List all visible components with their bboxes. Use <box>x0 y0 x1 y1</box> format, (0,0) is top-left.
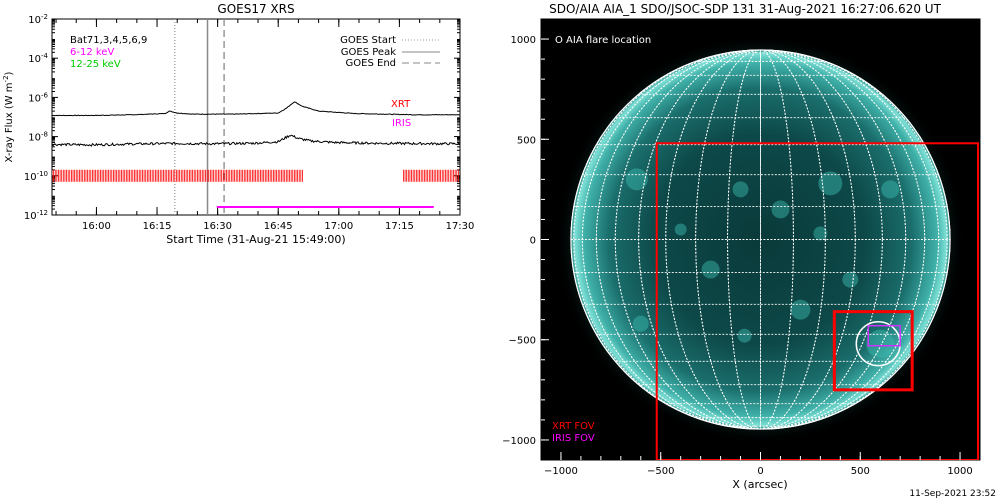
active-regions <box>625 168 900 358</box>
left-chart-title: GOES17 XRS <box>217 2 294 16</box>
legend-goes-start: GOES Start <box>340 35 396 46</box>
y-tick-label: 10-12 <box>24 209 48 222</box>
active-region <box>632 315 649 332</box>
x-tick-label: 17:00 <box>324 221 353 232</box>
left-ylabel: X-ray Flux (W m-2) <box>2 71 15 162</box>
iris-fov-box <box>867 324 901 347</box>
xrt-coverage-bars <box>52 169 459 182</box>
x-tick-label: 17:30 <box>446 221 475 232</box>
active-region <box>701 260 720 279</box>
legend-goes-end: GOES End <box>346 58 396 69</box>
y-tick-label: 10-10 <box>24 170 48 183</box>
goes-lightcurve-panel: GOES17 XRS 10-12 10-10 10-8 10-6 10-4 10-2 16:… <box>2 2 474 246</box>
xrt-fov-legend: XRT FOV <box>552 421 595 432</box>
x-tick-label: 17:15 <box>385 221 414 232</box>
active-region <box>771 200 790 219</box>
active-region <box>866 329 895 358</box>
y-tick-label: 10-4 <box>28 52 48 65</box>
iris-series-label: IRIS <box>392 118 411 129</box>
y-tick-label: 10-8 <box>28 131 48 144</box>
x-tick-label: 16:30 <box>203 221 232 232</box>
y-tick-label: −500 <box>509 336 536 347</box>
x-tick-label: 16:45 <box>264 221 293 232</box>
active-region <box>813 226 828 241</box>
active-region <box>732 181 749 198</box>
active-region <box>674 223 687 236</box>
y-tick-label: 10-6 <box>28 91 48 104</box>
legend-12-25-kev: 12-25 keV <box>70 59 121 70</box>
aia-image-content <box>555 34 980 460</box>
left-xlabel: Start Time (31-Aug-21 15:49:00) <box>166 233 345 246</box>
active-region <box>625 168 648 191</box>
goes-vertical-markers <box>174 19 225 215</box>
limb-outline <box>570 49 951 430</box>
xrt-fov-box <box>655 142 980 460</box>
legend-6-12-kev: 6-12 keV <box>70 47 114 58</box>
goes-series <box>52 101 460 147</box>
left-axis-ticks: 10-12 10-10 10-8 10-6 10-4 10-2 16:00 16:15 16:3… <box>24 13 475 232</box>
y-tick-label: 500 <box>517 135 536 146</box>
heliographic-grid <box>570 49 951 430</box>
series-goes-long-channel <box>52 101 460 117</box>
x-tick-label: 1000 <box>947 466 972 477</box>
right-axis-ticks: −1000 −500 0 500 1000 1000 500 0 −500 −1000 <box>502 35 973 477</box>
active-region <box>818 171 843 196</box>
flare-zoom-box <box>832 310 914 392</box>
legend-instrument-label: Bat71,3,4,5,6,9 <box>70 35 147 46</box>
aia-flare-location-legend: O AIA flare location <box>555 35 651 46</box>
left-plot-frame <box>51 18 461 216</box>
active-region <box>790 299 811 320</box>
active-region <box>842 271 859 288</box>
series-goes-short-channel <box>52 134 460 147</box>
iris-fov-legend: IRIS FOV <box>552 433 595 444</box>
active-region <box>881 180 900 199</box>
y-tick-label: 10-2 <box>28 13 48 26</box>
active-region <box>737 328 752 343</box>
y-tick-label: 1000 <box>511 35 536 46</box>
x-tick-label: −500 <box>647 466 674 477</box>
x-tick-label: 16:00 <box>82 221 111 232</box>
footer-timestamp: 11-Sep-2021 23:52 <box>909 489 996 499</box>
right-xlabel: X (arcsec) <box>732 478 787 491</box>
x-tick-label: 16:15 <box>143 221 172 232</box>
x-tick-label: 0 <box>757 466 763 477</box>
legend-goes-peak: GOES Peak <box>341 47 396 58</box>
y-tick-label: −1000 <box>502 436 536 447</box>
xrt-series-label: XRT <box>391 99 411 110</box>
aia-image-panel: SDO/AIA AIA_1 SDO/JSOC-SDP 131 31-Aug-20… <box>502 2 981 491</box>
x-tick-label: −1000 <box>544 466 578 477</box>
x-tick-label: 500 <box>851 466 870 477</box>
right-chart-title: SDO/AIA AIA_1 SDO/JSOC-SDP 131 31-Aug-20… <box>549 2 941 16</box>
y-tick-label: 0 <box>530 236 536 247</box>
